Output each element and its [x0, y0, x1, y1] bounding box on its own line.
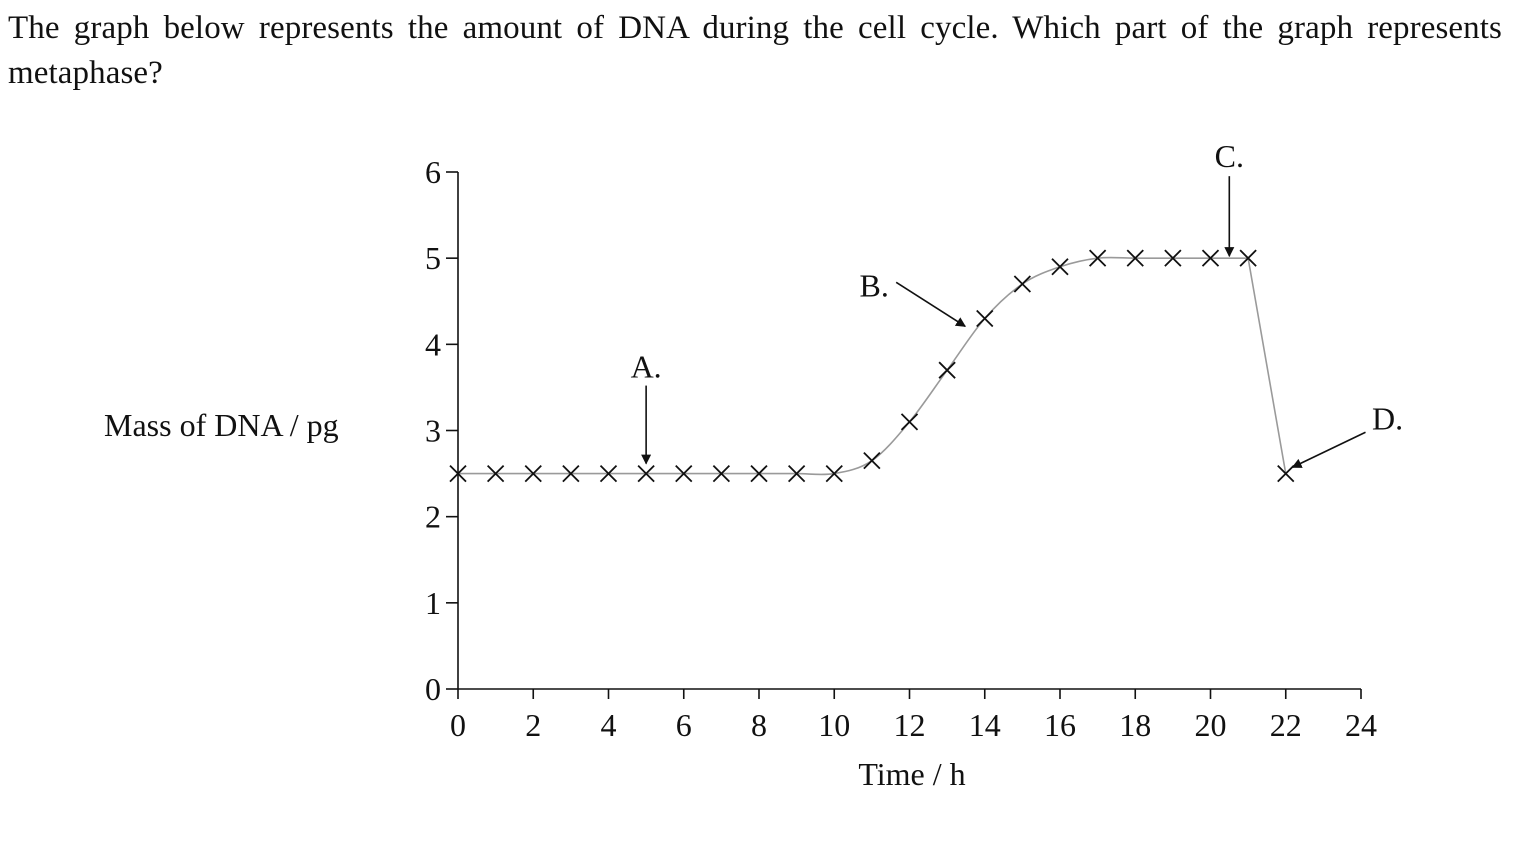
data-point-marker: [1201, 249, 1220, 267]
x-tick-label: 16: [1044, 707, 1076, 743]
data-point-marker: [486, 464, 505, 483]
annotation-label-d: D.: [1372, 400, 1403, 436]
x-tick-label: 12: [894, 707, 926, 743]
data-point-marker: [825, 464, 843, 483]
data-point-marker: [1164, 249, 1182, 267]
data-point-marker: [449, 464, 467, 483]
x-tick-label: 10: [818, 707, 850, 743]
x-tick-label: 6: [676, 707, 692, 743]
data-point-marker: [637, 464, 655, 483]
data-point-marker: [938, 361, 956, 379]
data-point-marker: [712, 464, 731, 483]
data-point-marker: [863, 452, 881, 470]
x-tick-label: 24: [1345, 707, 1377, 743]
x-tick-label: 18: [1119, 707, 1151, 743]
chart-axes: [457, 172, 1361, 690]
question-text: The graph below represents the amount of…: [8, 10, 1502, 91]
x-tick-label: 0: [450, 707, 466, 743]
series-line: [458, 256, 1287, 476]
data-point-marker: [1051, 258, 1069, 276]
y-tick-label: 0: [425, 671, 441, 707]
y-tick-label: 6: [425, 154, 441, 190]
data-point-marker: [787, 464, 806, 483]
x-tick-label: 22: [1270, 707, 1302, 743]
x-tick-label: 14: [969, 707, 1001, 743]
series-markers: [449, 249, 1295, 483]
chart-annotations: A. B. C. D.: [631, 138, 1403, 468]
y-tick-label: 1: [425, 585, 441, 621]
data-point-marker: [562, 464, 580, 483]
data-point-marker: [1239, 249, 1257, 267]
x-tick-label: 4: [601, 707, 617, 743]
data-point-marker: [1277, 464, 1295, 483]
x-tick-label: 2: [525, 707, 541, 743]
annotation-label-b: B.: [860, 267, 889, 303]
y-tick-label: 5: [425, 240, 441, 276]
x-tick-label: 20: [1195, 707, 1227, 743]
data-point-marker: [900, 413, 919, 431]
y-tick-label: 3: [425, 413, 441, 449]
annotation-label-c: C.: [1215, 138, 1244, 174]
data-point-marker: [1088, 249, 1107, 267]
x-tick-label: 8: [751, 707, 767, 743]
data-point-marker: [1126, 249, 1144, 267]
data-point-marker: [599, 464, 618, 483]
annotation-arrow-2: [895, 281, 967, 328]
x-axis-label: Time / h: [858, 756, 965, 792]
y-tick-label: 4: [425, 326, 441, 362]
data-point-marker: [1013, 275, 1032, 293]
annotation-arrow-4: [1291, 431, 1366, 468]
data-point-marker: [675, 464, 693, 483]
data-point-marker: [976, 309, 994, 328]
data-point-marker: [750, 464, 768, 483]
annotation-label-a: A.: [631, 349, 662, 385]
data-point-marker: [524, 464, 542, 483]
y-axis-label: Mass of DNA / pg: [104, 407, 339, 443]
y-tick-label: 2: [425, 499, 441, 535]
